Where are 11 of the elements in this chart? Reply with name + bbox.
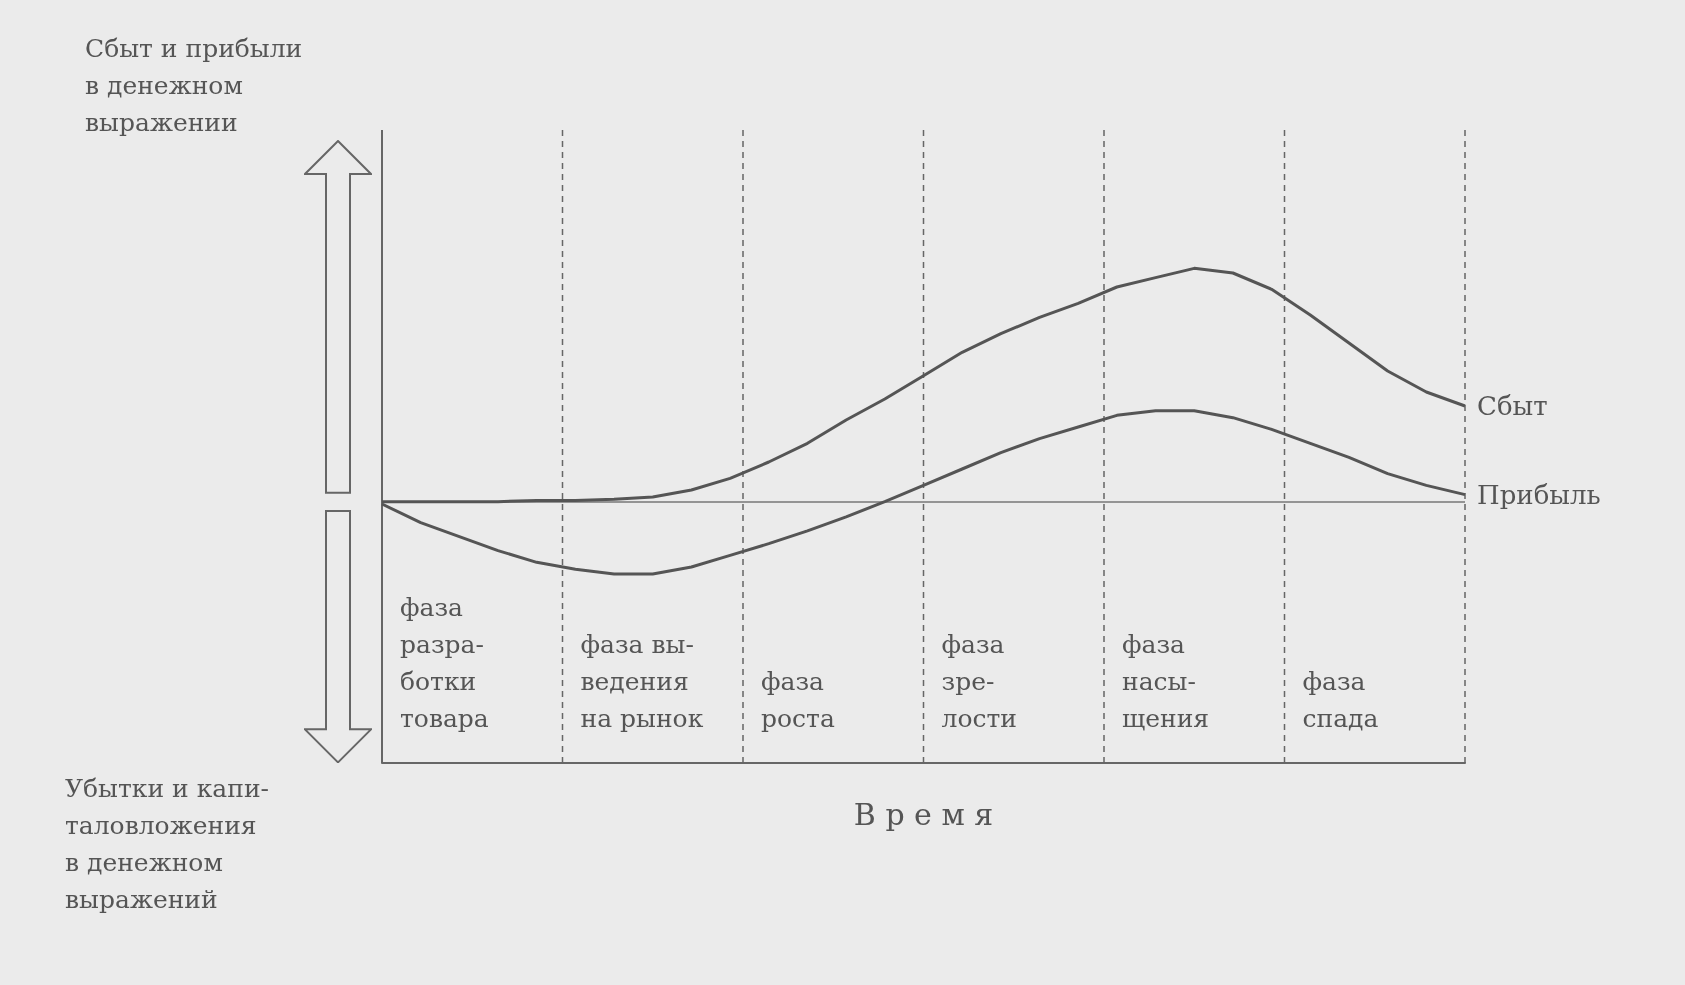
series-label: Прибыль [1477,479,1601,510]
text: Убытки и капи- таловложения в денежном выражений [65,774,269,914]
text: фаза зре- лости [941,630,1017,733]
text: Сбыт и прибыли в денежном выражении [85,34,303,137]
text: фаза насы- щения [1122,630,1210,733]
text: В р е м я [853,796,994,832]
series-label: Сбыт [1477,391,1548,421]
text: фаза роста [761,667,835,733]
text: фаза разра- ботки товара [400,593,489,733]
text: фаза спада [1302,667,1379,733]
text: фаза вы- ведения на рынок [580,630,704,733]
